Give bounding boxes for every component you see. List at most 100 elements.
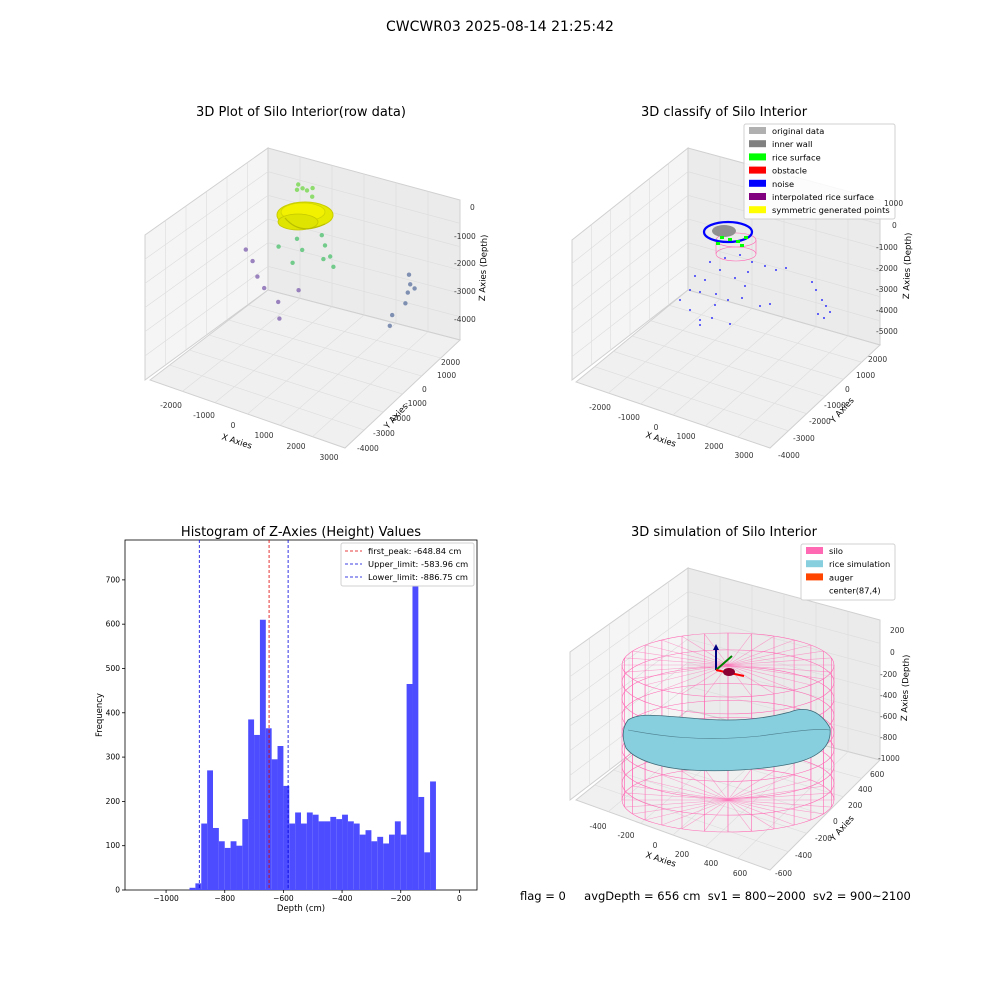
raw-point xyxy=(408,282,413,287)
svg-text:-2000: -2000 xyxy=(389,414,411,423)
classify-3d-noise-ring xyxy=(702,220,754,244)
noise-point xyxy=(689,289,691,291)
legend-label: rice simulation xyxy=(829,559,890,569)
svg-text:-400: -400 xyxy=(880,691,897,700)
silo-top-spoke xyxy=(632,664,729,680)
svg-text:1000: 1000 xyxy=(437,371,456,380)
legend-swatch xyxy=(749,153,766,161)
svg-text:0: 0 xyxy=(845,385,850,394)
silo-top-spoke xyxy=(727,635,775,666)
svg-text:-1000: -1000 xyxy=(454,232,476,241)
noise-point xyxy=(739,254,741,256)
noise-point xyxy=(699,319,701,321)
histogram-y-ticks: 0 100 200 300 400 500 600 700 xyxy=(106,575,125,895)
histogram-bar xyxy=(365,830,372,890)
silo-bottom-spoke xyxy=(727,770,775,801)
noise-point xyxy=(711,317,713,319)
raw-point xyxy=(304,188,310,193)
noise-point xyxy=(829,311,831,313)
silo-top-spoke xyxy=(727,664,775,695)
svg-text:-200: -200 xyxy=(617,831,634,840)
svg-text:-5000: -5000 xyxy=(876,327,898,336)
histogram-bar xyxy=(359,834,366,890)
raw-point xyxy=(405,290,410,295)
silo-bottom-spoke xyxy=(727,785,824,801)
svg-text:200: 200 xyxy=(890,626,905,635)
gridline xyxy=(608,298,721,394)
simulation-3d-z-ticks: 200 0 -200 -400 -600 -800 -1000 xyxy=(878,626,905,763)
x-tick-label: −800 xyxy=(214,894,235,903)
noise-point xyxy=(815,289,817,291)
histogram-bar xyxy=(406,683,413,890)
noise-point xyxy=(724,257,726,259)
silo-bottom-spoke xyxy=(624,792,729,801)
raw-point xyxy=(294,187,300,192)
x-tick-label: −400 xyxy=(332,894,353,903)
silo-top-spoke xyxy=(727,664,824,680)
classify-3d-points xyxy=(679,236,831,326)
silo-top-spoke xyxy=(727,657,832,666)
classify-3d-x-ticks: -2000 -1000 0 1000 2000 3000 xyxy=(589,403,754,460)
x-tick-label: −200 xyxy=(390,894,411,903)
svg-text:2000: 2000 xyxy=(704,442,723,451)
simulation-3d-y-ticks: -600 -400 -200 0 200 400 600 xyxy=(775,770,885,878)
raw-point xyxy=(296,182,301,187)
histogram-bar xyxy=(236,845,243,890)
simulation-3d-auger xyxy=(713,644,745,677)
silo-bottom-spoke xyxy=(661,799,729,826)
classify-3d-y-ticks: -4000 -3000 -2000 -1000 0 1000 2000 xyxy=(778,355,887,460)
histogram-legend-box xyxy=(340,542,475,587)
gridline xyxy=(182,298,301,392)
silo-bottom-spoke xyxy=(727,799,795,826)
gridline xyxy=(737,751,849,859)
histogram-ylabel: Frequency xyxy=(95,693,105,737)
raw-point xyxy=(250,258,255,264)
gridline xyxy=(279,323,397,426)
silo-top-spoke xyxy=(632,650,729,666)
raw-point xyxy=(262,285,267,291)
silo-top-spoke xyxy=(727,633,752,666)
raw-3d-xlabel: X Axies xyxy=(220,432,253,451)
flag-text: flag = 0 xyxy=(520,889,566,903)
raw-point xyxy=(310,185,315,191)
classify-3d-zlabel: Z Axies (Depth) xyxy=(902,232,914,299)
histogram-bar xyxy=(306,812,313,890)
noise-point xyxy=(734,277,736,279)
svg-text:-800: -800 xyxy=(880,733,897,742)
silo-bottom-spoke xyxy=(645,779,729,801)
svg-text:-3000: -3000 xyxy=(373,429,395,438)
silo-top-spoke xyxy=(645,664,729,686)
legend-swatch xyxy=(749,179,766,187)
histogram-bar xyxy=(242,819,249,890)
noise-point xyxy=(694,275,696,277)
histogram-bar xyxy=(289,823,296,890)
histogram-bar xyxy=(207,770,213,890)
raw-3d-x-ticks: -2000 -1000 0 1000 2000 3000 xyxy=(160,401,339,462)
x-tick-label: −600 xyxy=(273,894,294,903)
silo-bottom-spoke xyxy=(704,768,729,801)
raw-3d-axes-box xyxy=(144,147,462,449)
legend-label: center(87,4) xyxy=(829,586,881,596)
legend-swatch xyxy=(806,573,823,581)
classify-3d-title: 3D classify of Silo Interior xyxy=(641,105,808,120)
svg-text:-3000: -3000 xyxy=(454,287,476,296)
legend-swatch xyxy=(749,140,766,148)
svg-text:400: 400 xyxy=(704,859,719,868)
legend-label: original data xyxy=(772,126,824,136)
silo-bottom-spoke xyxy=(727,768,752,801)
histogram-bar xyxy=(342,814,348,890)
legend-swatch xyxy=(749,127,766,134)
noise-point xyxy=(764,265,766,267)
histogram-bar xyxy=(218,841,225,890)
svg-text:-2000: -2000 xyxy=(809,417,831,426)
svg-text:0: 0 xyxy=(892,221,897,230)
silo-bottom-spoke xyxy=(727,799,824,815)
svg-text:-4000: -4000 xyxy=(778,451,800,460)
histogram-bar xyxy=(277,746,284,890)
simulation-3d-rice-contour xyxy=(627,729,831,739)
svg-text:-3000: -3000 xyxy=(876,285,898,294)
y-tick-label: 0 xyxy=(115,886,120,895)
svg-text:-400: -400 xyxy=(589,822,606,831)
noise-point xyxy=(727,299,729,301)
panel-simulation-3d: 3D simulation of Silo Interior silo rice … xyxy=(569,525,912,878)
